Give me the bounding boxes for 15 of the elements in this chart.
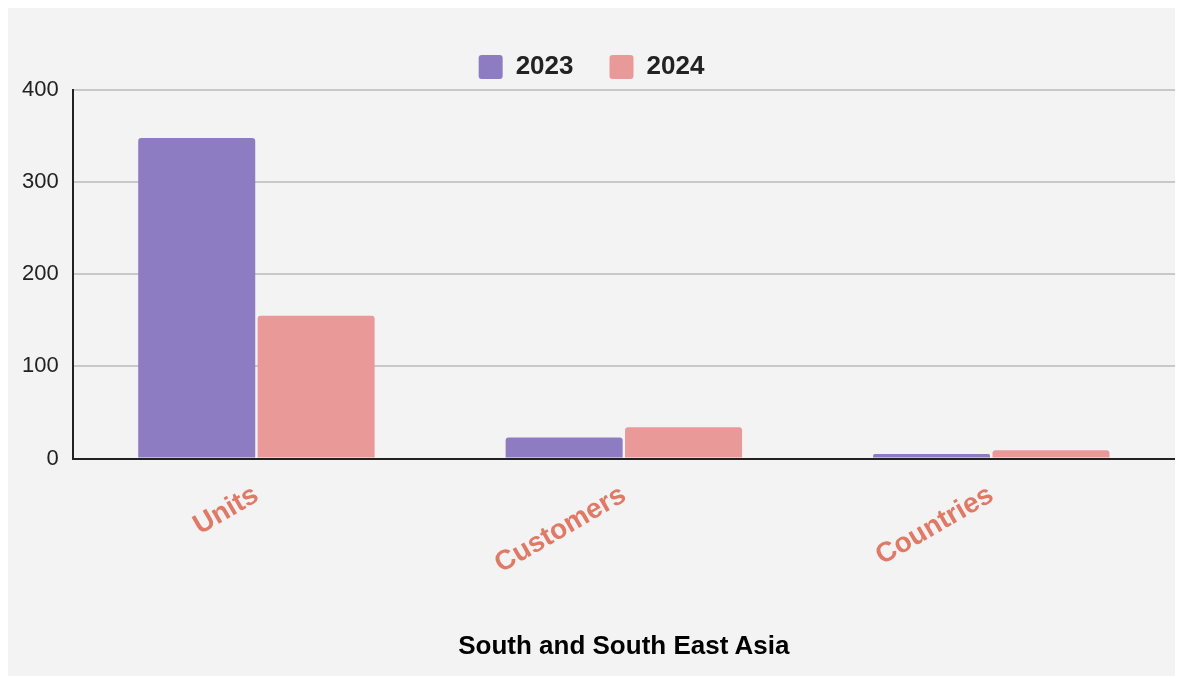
bar [505, 437, 623, 458]
y-tick-label: 100 [21, 352, 59, 378]
y-tick-label: 200 [21, 260, 59, 286]
bar [873, 453, 991, 458]
legend-label: 2024 [646, 50, 705, 81]
x-tick-label: Units [187, 478, 264, 540]
bar [257, 315, 375, 458]
bar [138, 137, 256, 458]
legend-label: 2023 [515, 50, 574, 81]
bar [625, 427, 743, 458]
y-tick-label: 400 [21, 76, 59, 102]
y-tick-label: 0 [46, 444, 59, 470]
x-axis-title: South and South East Asia [458, 629, 791, 660]
y-tick-label: 300 [21, 168, 59, 194]
bar [992, 450, 1110, 458]
